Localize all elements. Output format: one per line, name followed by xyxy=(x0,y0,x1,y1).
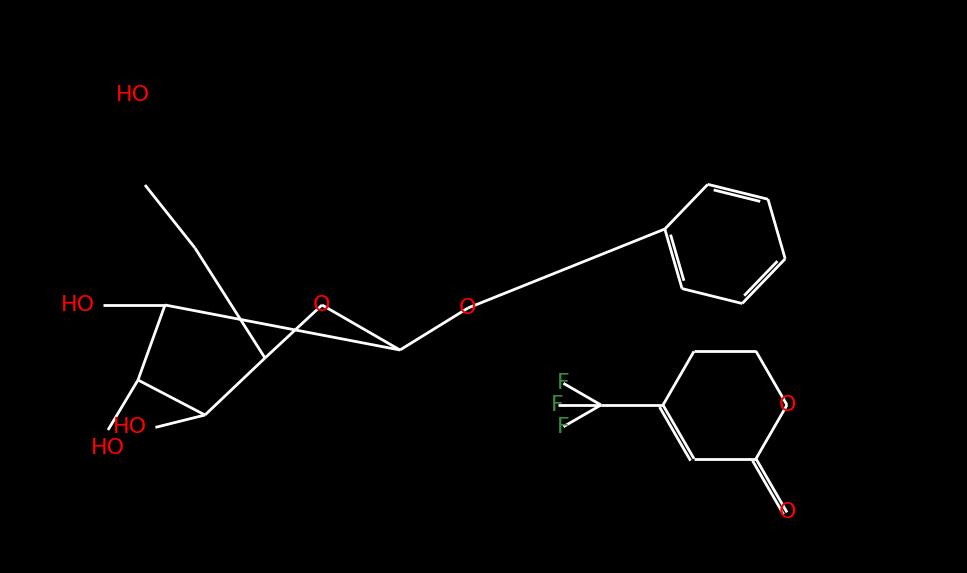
Text: F: F xyxy=(557,373,570,393)
Text: HO: HO xyxy=(91,438,125,458)
Text: HO: HO xyxy=(61,295,95,315)
Text: O: O xyxy=(778,503,796,523)
Text: O: O xyxy=(778,395,796,415)
Text: HO: HO xyxy=(116,85,150,105)
Text: O: O xyxy=(459,298,477,318)
Text: O: O xyxy=(313,295,331,315)
Text: F: F xyxy=(557,417,570,437)
Text: F: F xyxy=(551,395,564,415)
Text: HO: HO xyxy=(113,417,147,437)
